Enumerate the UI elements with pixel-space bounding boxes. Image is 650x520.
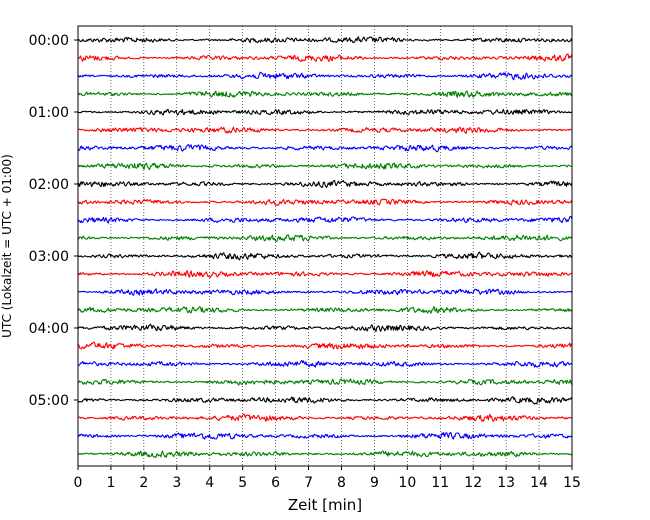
trace-19 <box>77 360 573 368</box>
trace-2 <box>77 53 573 62</box>
y-tick-label-00:00: 00:00 <box>29 33 69 49</box>
trace-12 <box>77 234 573 243</box>
x-tick-label-12: 12 <box>464 475 482 491</box>
y-tick-label-05:00: 05:00 <box>29 393 69 409</box>
x-tick-label-13: 13 <box>497 475 515 491</box>
x-axis-label: Zeit [min] <box>288 496 362 514</box>
x-tick-label-0: 0 <box>74 475 83 491</box>
x-tick-label-15: 15 <box>563 475 581 491</box>
x-tick-label-2: 2 <box>139 475 148 491</box>
x-axis-ticks: 0 1 2 3 4 5 6 7 8 9 10 11 12 13 14 15 <box>74 466 581 491</box>
y-axis-ticks: 00:00 01:00 02:00 03:00 04:00 05:00 <box>29 33 78 409</box>
trace-20 <box>77 378 573 386</box>
trace-1 <box>77 36 573 44</box>
trace-16 <box>77 305 573 314</box>
vertical-grid <box>110 26 540 466</box>
trace-6 <box>77 126 573 135</box>
trace-5 <box>77 108 573 116</box>
trace-7 <box>77 144 573 153</box>
x-tick-label-11: 11 <box>431 475 449 491</box>
trace-3 <box>77 71 573 81</box>
trace-23 <box>77 431 573 440</box>
trace-24 <box>77 450 573 459</box>
x-tick-label-5: 5 <box>238 475 247 491</box>
y-tick-label-02:00: 02:00 <box>29 177 69 193</box>
x-tick-label-7: 7 <box>304 475 313 491</box>
trace-11 <box>77 215 573 224</box>
trace-9 <box>77 179 573 189</box>
y-tick-label-03:00: 03:00 <box>29 249 69 265</box>
x-tick-label-4: 4 <box>205 475 214 491</box>
plot-frame <box>77 25 573 467</box>
trace-10 <box>77 198 573 206</box>
trace-15 <box>77 288 573 296</box>
x-tick-label-14: 14 <box>530 475 548 491</box>
x-tick-label-6: 6 <box>271 475 280 491</box>
trace-4 <box>77 90 573 98</box>
trace-8 <box>77 162 573 171</box>
trace-18 <box>77 341 573 350</box>
y-tick-label-01:00: 01:00 <box>29 105 69 121</box>
trace-21 <box>77 396 573 405</box>
x-tick-label-10: 10 <box>398 475 416 491</box>
x-tick-label-3: 3 <box>172 475 181 491</box>
trace-22 <box>77 413 573 422</box>
trace-13 <box>77 251 573 261</box>
x-tick-label-1: 1 <box>106 475 115 491</box>
y-axis-label: UTC (Lokalzeit = UTC + 01:00) <box>0 154 14 338</box>
trace-17 <box>77 323 573 332</box>
x-tick-label-8: 8 <box>337 475 346 491</box>
trace-14 <box>77 270 573 279</box>
trace-group <box>77 36 573 459</box>
x-tick-label-9: 9 <box>370 475 379 491</box>
y-tick-label-04:00: 04:00 <box>29 321 69 337</box>
